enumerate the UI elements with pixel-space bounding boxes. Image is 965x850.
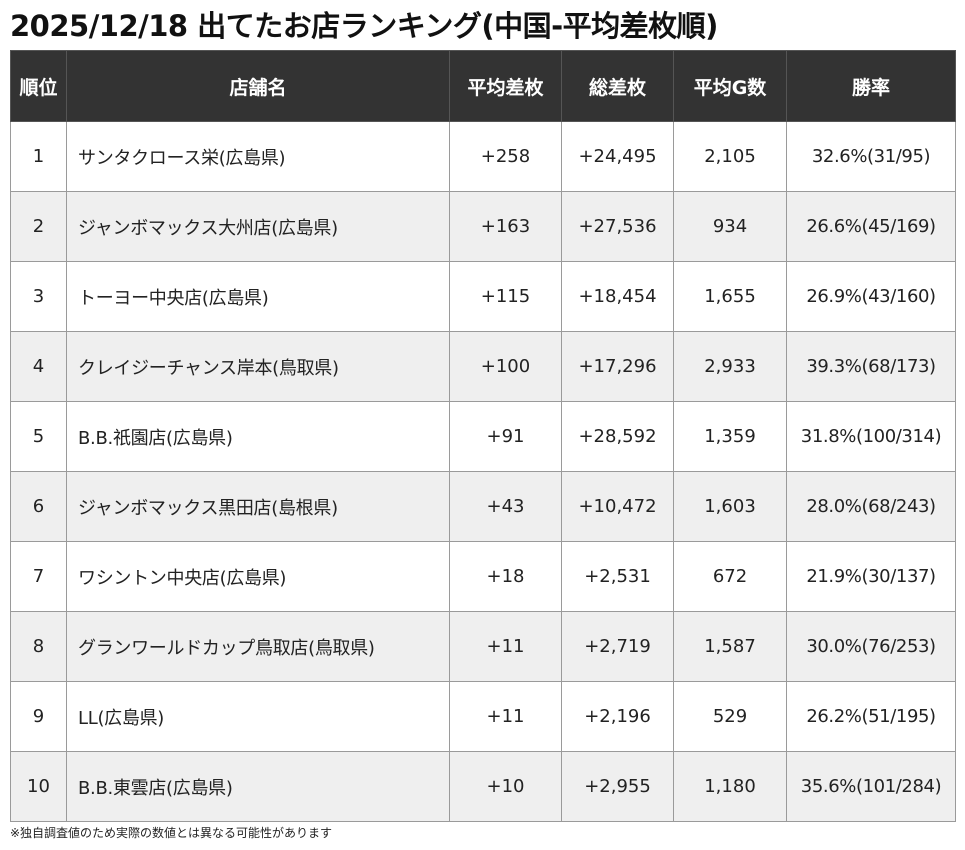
avg-games-cell: 1,587 xyxy=(673,611,787,682)
win-rate-cell: 26.2%(51/195) xyxy=(786,681,956,752)
table-row: 5 B.B.祇園店(広島県) +91 +28,592 1,359 31.8%(1… xyxy=(10,401,956,472)
rank-cell: 6 xyxy=(10,471,67,542)
column-header-rank: 順位 xyxy=(10,50,67,122)
ranking-table: 順位 店舗名 平均差枚 総差枚 平均G数 勝率 1 サンタクロース栄(広島県) … xyxy=(10,50,956,822)
column-header-avg-diff: 平均差枚 xyxy=(449,50,562,122)
win-rate-cell: 32.6%(31/95) xyxy=(786,121,956,192)
avg-games-cell: 1,655 xyxy=(673,261,787,332)
table-row: 2 ジャンボマックス大州店(広島県) +163 +27,536 934 26.6… xyxy=(10,191,956,262)
table-row: 7 ワシントン中央店(広島県) +18 +2,531 672 21.9%(30/… xyxy=(10,541,956,612)
rank-cell: 3 xyxy=(10,261,67,332)
total-diff-cell: +10,472 xyxy=(561,471,674,542)
win-rate-cell: 35.6%(101/284) xyxy=(786,751,956,822)
rank-cell: 7 xyxy=(10,541,67,612)
avg-games-cell: 672 xyxy=(673,541,787,612)
avg-diff-cell: +43 xyxy=(449,471,562,542)
rank-cell: 1 xyxy=(10,121,67,192)
win-rate-cell: 39.3%(68/173) xyxy=(786,331,956,402)
total-diff-cell: +28,592 xyxy=(561,401,674,472)
avg-games-cell: 2,105 xyxy=(673,121,787,192)
rank-cell: 9 xyxy=(10,681,67,752)
avg-diff-cell: +11 xyxy=(449,611,562,682)
total-diff-cell: +18,454 xyxy=(561,261,674,332)
win-rate-cell: 30.0%(76/253) xyxy=(786,611,956,682)
avg-diff-cell: +91 xyxy=(449,401,562,472)
win-rate-cell: 21.9%(30/137) xyxy=(786,541,956,612)
store-name-cell: ジャンボマックス大州店(広島県) xyxy=(66,191,450,262)
avg-diff-cell: +258 xyxy=(449,121,562,192)
avg-games-cell: 1,603 xyxy=(673,471,787,542)
avg-diff-cell: +10 xyxy=(449,751,562,822)
rank-cell: 8 xyxy=(10,611,67,682)
column-header-avg-games: 平均G数 xyxy=(673,50,787,122)
win-rate-cell: 31.8%(100/314) xyxy=(786,401,956,472)
total-diff-cell: +17,296 xyxy=(561,331,674,402)
store-name-cell: ジャンボマックス黒田店(島根県) xyxy=(66,471,450,542)
win-rate-cell: 28.0%(68/243) xyxy=(786,471,956,542)
avg-games-cell: 529 xyxy=(673,681,787,752)
store-name-cell: トーヨー中央店(広島県) xyxy=(66,261,450,332)
store-name-cell: クレイジーチャンス岸本(鳥取県) xyxy=(66,331,450,402)
avg-diff-cell: +115 xyxy=(449,261,562,332)
total-diff-cell: +24,495 xyxy=(561,121,674,192)
avg-diff-cell: +163 xyxy=(449,191,562,262)
column-header-total-diff: 総差枚 xyxy=(561,50,674,122)
win-rate-cell: 26.6%(45/169) xyxy=(786,191,956,262)
rank-cell: 5 xyxy=(10,401,67,472)
rank-cell: 2 xyxy=(10,191,67,262)
table-row: 6 ジャンボマックス黒田店(島根県) +43 +10,472 1,603 28.… xyxy=(10,471,956,542)
avg-games-cell: 1,359 xyxy=(673,401,787,472)
table-row: 8 グランワールドカップ鳥取店(鳥取県) +11 +2,719 1,587 30… xyxy=(10,611,956,682)
table-header-row: 順位 店舗名 平均差枚 総差枚 平均G数 勝率 xyxy=(10,50,956,122)
total-diff-cell: +2,531 xyxy=(561,541,674,612)
avg-diff-cell: +100 xyxy=(449,331,562,402)
avg-games-cell: 934 xyxy=(673,191,787,262)
store-name-cell: サンタクロース栄(広島県) xyxy=(66,121,450,192)
table-row: 4 クレイジーチャンス岸本(鳥取県) +100 +17,296 2,933 39… xyxy=(10,331,956,402)
table-row: 3 トーヨー中央店(広島県) +115 +18,454 1,655 26.9%(… xyxy=(10,261,956,332)
total-diff-cell: +2,196 xyxy=(561,681,674,752)
rank-cell: 4 xyxy=(10,331,67,402)
win-rate-cell: 26.9%(43/160) xyxy=(786,261,956,332)
table-row: 9 LL(広島県) +11 +2,196 529 26.2%(51/195) xyxy=(10,681,956,752)
store-name-cell: ワシントン中央店(広島県) xyxy=(66,541,450,612)
avg-diff-cell: +11 xyxy=(449,681,562,752)
page-title: 2025/12/18 出てたお店ランキング(中国-平均差枚順) xyxy=(10,9,718,43)
footnote: ※独自調査値のため実際の数値とは異なる可能性があります xyxy=(10,826,333,840)
store-name-cell: LL(広島県) xyxy=(66,681,450,752)
table-row: 10 B.B.東雲店(広島県) +10 +2,955 1,180 35.6%(1… xyxy=(10,751,956,822)
rank-cell: 10 xyxy=(10,751,67,822)
table-row: 1 サンタクロース栄(広島県) +258 +24,495 2,105 32.6%… xyxy=(10,121,956,192)
store-name-cell: B.B.祇園店(広島県) xyxy=(66,401,450,472)
total-diff-cell: +2,719 xyxy=(561,611,674,682)
column-header-name: 店舗名 xyxy=(66,50,450,122)
avg-diff-cell: +18 xyxy=(449,541,562,612)
store-name-cell: グランワールドカップ鳥取店(鳥取県) xyxy=(66,611,450,682)
column-header-win-rate: 勝率 xyxy=(786,50,956,122)
avg-games-cell: 2,933 xyxy=(673,331,787,402)
total-diff-cell: +2,955 xyxy=(561,751,674,822)
total-diff-cell: +27,536 xyxy=(561,191,674,262)
avg-games-cell: 1,180 xyxy=(673,751,787,822)
store-name-cell: B.B.東雲店(広島県) xyxy=(66,751,450,822)
